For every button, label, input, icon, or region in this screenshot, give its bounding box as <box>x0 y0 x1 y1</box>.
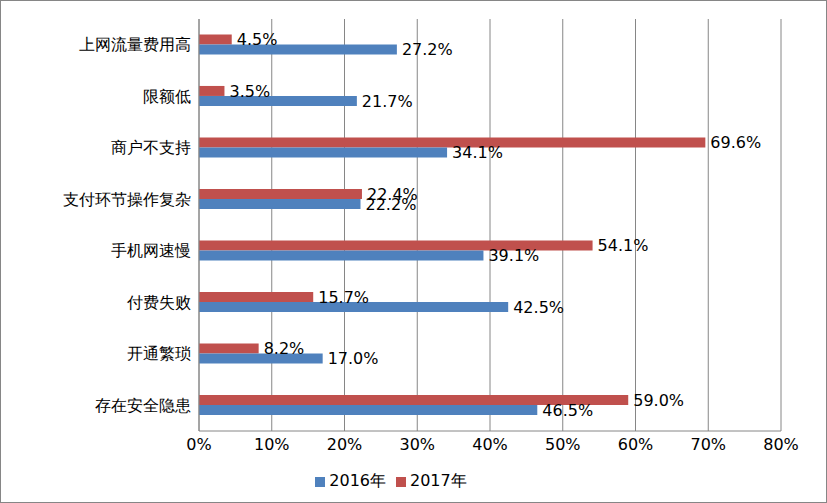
svg-text:付费失败: 付费失败 <box>126 293 191 312</box>
svg-text:34.1%: 34.1% <box>452 143 503 162</box>
svg-text:支付环节操作复杂: 支付环节操作复杂 <box>63 190 191 209</box>
svg-text:17.0%: 17.0% <box>328 349 379 368</box>
svg-text:30%: 30% <box>399 435 435 454</box>
svg-text:39.1%: 39.1% <box>488 246 539 265</box>
svg-text:50%: 50% <box>545 435 581 454</box>
svg-text:商户不支持: 商户不支持 <box>111 138 191 157</box>
html-text:2017年: 2017年 <box>410 471 467 490</box>
svg-text:46.5%: 46.5% <box>542 401 593 420</box>
svg-text:21.7%: 21.7% <box>362 92 413 111</box>
svg-text:20%: 20% <box>327 435 363 454</box>
svg-text:80%: 80% <box>763 435 799 454</box>
svg-text:15.7%: 15.7% <box>318 288 369 307</box>
html-text:2016年: 2016年 <box>329 471 386 490</box>
svg-text:开通繁琐: 开通繁琐 <box>127 344 191 363</box>
svg-text:27.2%: 27.2% <box>402 40 453 59</box>
svg-text:手机网速慢: 手机网速慢 <box>111 241 191 260</box>
svg-text:54.1%: 54.1% <box>598 236 649 255</box>
svg-text:69.6%: 69.6% <box>710 133 761 152</box>
svg-text:22.2%: 22.2% <box>366 195 417 214</box>
svg-text:4.5%: 4.5% <box>237 30 278 49</box>
svg-text:限额低: 限额低 <box>143 87 191 106</box>
svg-text:40%: 40% <box>472 435 508 454</box>
svg-text:3.5%: 3.5% <box>229 82 270 101</box>
svg-text:10%: 10% <box>254 435 290 454</box>
svg-text:70%: 70% <box>690 435 726 454</box>
svg-text:60%: 60% <box>618 435 654 454</box>
svg-text:上网流量费用高: 上网流量费用高 <box>79 35 191 54</box>
svg-text:42.5%: 42.5% <box>513 298 564 317</box>
svg-text:8.2%: 8.2% <box>264 339 305 358</box>
svg-text:59.0%: 59.0% <box>633 391 684 410</box>
svg-text:0%: 0% <box>186 435 211 454</box>
svg-text:存在安全隐患: 存在安全隐患 <box>95 396 191 415</box>
